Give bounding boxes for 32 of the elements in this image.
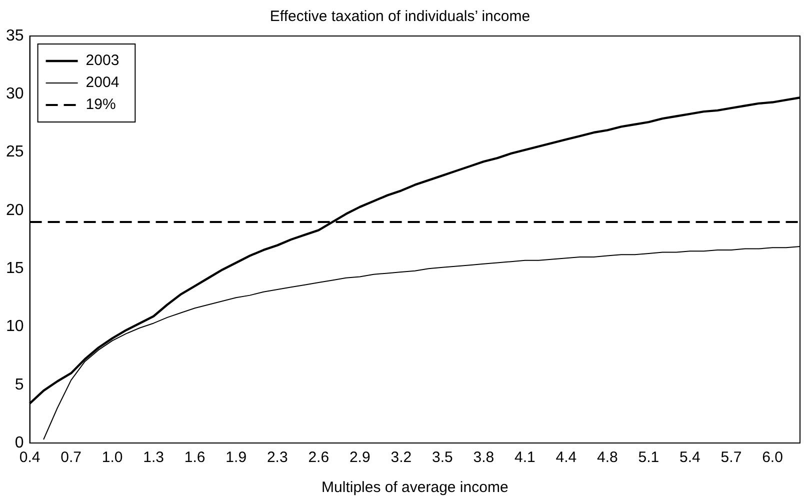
x-tick-label: 2.9: [349, 449, 370, 466]
x-tick-label: 5.4: [680, 449, 700, 466]
x-axis-title: Multiples of average income: [322, 479, 508, 496]
x-tick-label: 2.3: [266, 449, 288, 466]
x-tick-label: 1.6: [184, 449, 206, 466]
y-tick-label: 0: [14, 434, 24, 452]
legend-label: 2003: [86, 52, 120, 70]
y-tick-label: 20: [6, 202, 24, 219]
y-tick-label: 35: [6, 27, 24, 44]
x-tick-label: 3.2: [390, 449, 412, 466]
x-tick-label: 1.9: [226, 449, 247, 466]
x-tick-label: 3.5: [432, 449, 453, 466]
legend-label: 19%: [86, 96, 116, 114]
x-tick-label: 0.4: [19, 449, 40, 466]
y-tick-label: 5: [14, 376, 24, 394]
x-tick-label: 6.0: [762, 449, 783, 466]
x-tick-label: 4.4: [556, 449, 577, 466]
x-tick-label: 5.7: [720, 449, 742, 466]
x-tick-label: 4.8: [597, 449, 618, 466]
x-tick-label: 0.7: [60, 449, 82, 466]
chart-title: Effective taxation of individuals’ income: [270, 8, 530, 26]
y-tick-label: 15: [6, 260, 24, 277]
x-tick-label: 3.8: [473, 449, 494, 466]
y-tick-label: 10: [6, 318, 24, 336]
y-tick-label: 30: [6, 86, 24, 103]
x-tick-label: 5.1: [638, 449, 660, 466]
legend-label: 2004: [86, 74, 120, 92]
y-tick-label: 25: [6, 144, 24, 161]
x-tick-label: 1.0: [102, 449, 123, 466]
x-tick-label: 2.6: [308, 449, 330, 466]
x-tick-label: 4.1: [514, 449, 536, 466]
x-tick-label: 1.3: [143, 449, 164, 466]
